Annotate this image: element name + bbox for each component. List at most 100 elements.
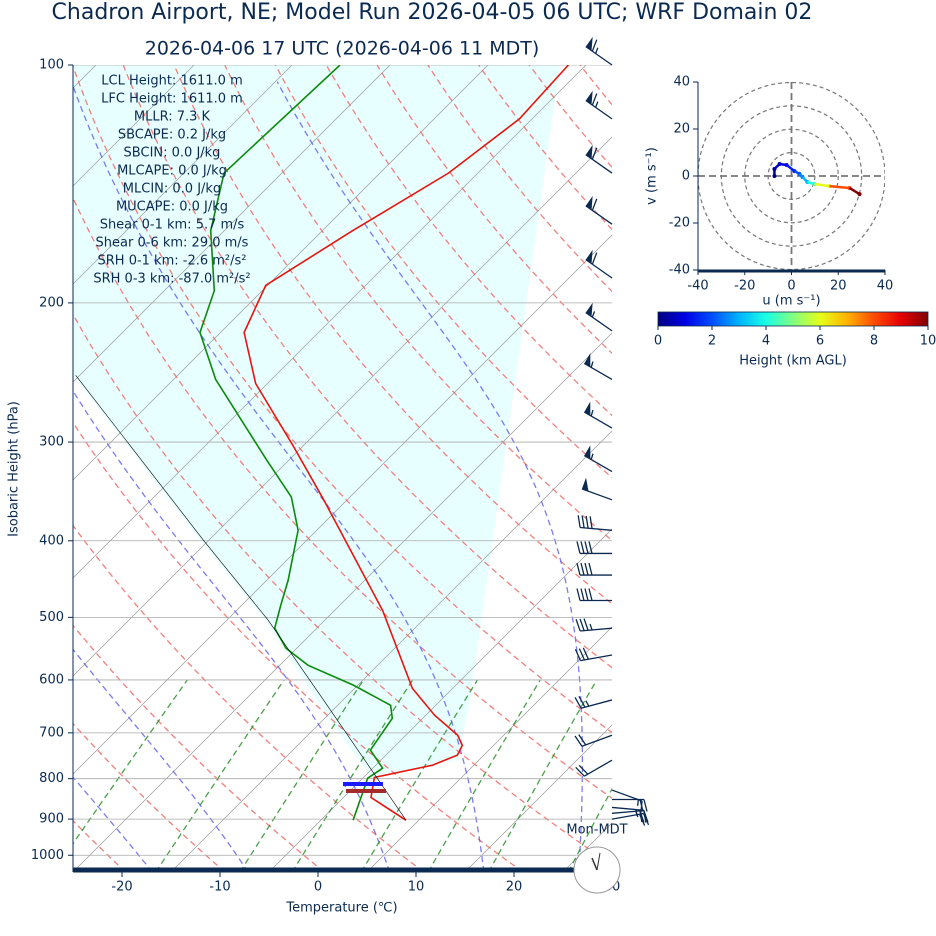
barb-flag	[578, 734, 587, 746]
barb-half	[590, 453, 594, 460]
dry-adiabat	[528, 65, 612, 169]
barb-flag	[574, 697, 582, 709]
wind-barb	[574, 734, 613, 747]
wind-barb	[585, 90, 613, 120]
colorbar-tick-label: 6	[816, 334, 824, 349]
isotherm	[73, 65, 587, 579]
wind-barb	[576, 562, 612, 576]
barb-pennant	[585, 249, 593, 264]
barb-staff	[611, 806, 644, 811]
isotherm	[366, 626, 612, 872]
barb-flag	[577, 515, 581, 528]
mixing-ratio-line	[155, 679, 285, 872]
isotherm	[73, 65, 391, 383]
annotation: MLCAPE: 0.0 J/kg	[117, 164, 227, 179]
barb-pennant	[584, 353, 591, 367]
moist-adiabat	[73, 84, 485, 872]
y-tick-label: -40	[669, 263, 690, 278]
isotherm	[170, 430, 612, 872]
annotation: SRH 0-1 km: -2.6 m²/s²	[98, 254, 247, 269]
hodograph-segment	[829, 184, 850, 190]
barb-pennant	[584, 401, 591, 416]
barb-staff	[583, 362, 613, 381]
timezone-label: Mon-MDT	[566, 823, 627, 838]
wind-barb	[576, 541, 612, 555]
barb-flag	[574, 649, 582, 661]
barb-flag	[580, 588, 585, 601]
dry-adiabat	[783, 65, 936, 872]
annotation: LCL Height: 1611.0 m	[101, 74, 242, 89]
wind-barb	[585, 144, 613, 174]
x-axis-label: u (m s⁻¹)	[762, 294, 820, 309]
barb-staff	[611, 809, 644, 814]
barb-flag	[580, 562, 585, 576]
isotherm	[73, 234, 612, 775]
cape-shading	[73, 65, 560, 820]
barb-flag	[575, 619, 581, 632]
barb-staff	[580, 654, 613, 662]
wind-barb	[577, 515, 613, 531]
wind-barb	[576, 588, 612, 602]
barb-staff	[580, 526, 613, 531]
y-tick-label: -20	[669, 216, 690, 231]
dry-adiabat	[682, 65, 936, 872]
colorbar-label: Height (km AGL)	[739, 354, 847, 369]
mixing-ratio-line	[73, 679, 188, 845]
dry-adiabat	[73, 313, 612, 866]
dry-adiabat	[631, 65, 936, 872]
x-tick-label: 0	[787, 279, 795, 294]
dry-adiabat	[73, 421, 524, 872]
mixing-ratio-line	[360, 679, 478, 872]
y-tick-label: 300	[39, 435, 64, 450]
x-axis-label: Temperature (℃)	[285, 901, 397, 916]
y-tick-label: 400	[39, 533, 64, 548]
isotherm	[73, 65, 489, 481]
barb-flag	[643, 810, 649, 823]
isotherm	[73, 136, 612, 677]
moist-adiabat	[73, 648, 249, 872]
dry-adiabat	[478, 65, 612, 231]
barb-flag	[576, 562, 581, 576]
annotation: SRH 0-3 km: -87.0 m²/s²	[93, 272, 250, 287]
barb-flag	[578, 648, 586, 661]
wind-barb	[583, 445, 613, 473]
isotherm	[562, 822, 612, 872]
annotation: SBCAPE: 0.2 J/kg	[118, 128, 226, 143]
barb-flag	[591, 252, 598, 265]
hodograph-segment	[814, 182, 830, 188]
barb-pennant	[585, 36, 593, 51]
barb-staff	[580, 699, 613, 709]
dry-adiabat	[73, 722, 226, 872]
barb-flag	[574, 735, 583, 747]
barb-staff	[583, 411, 613, 429]
profile-line	[199, 65, 394, 821]
y-tick-label: 100	[39, 58, 64, 73]
x-tick-label: 20	[506, 880, 523, 895]
x-tick-label: 20	[830, 279, 847, 294]
barb-flag	[588, 541, 593, 554]
barb-half	[595, 47, 599, 54]
dry-adiabat	[122, 65, 612, 669]
barb-pennant	[585, 302, 593, 317]
wind-barb	[611, 812, 650, 826]
barb-flag	[584, 541, 589, 554]
dry-adiabat	[579, 65, 612, 106]
mixing-ratio-line	[239, 679, 365, 872]
barb-flag	[578, 696, 586, 708]
y-tick-label: 500	[39, 610, 64, 625]
barb-pennant	[585, 195, 593, 210]
colorbar-tick-label: 10	[920, 334, 936, 349]
barb-half	[590, 409, 594, 417]
wind-barb	[574, 696, 613, 709]
isotherm	[73, 65, 293, 285]
chart-subtitle: 2026-04-06 17 UTC (2026-04-06 11 MDT)	[145, 38, 540, 60]
colorbar-tick-label: 4	[762, 334, 770, 349]
x-tick-label: -20	[734, 279, 755, 294]
barb-flag	[579, 618, 585, 631]
annotation: LFC Height: 1611.0 m	[101, 92, 243, 107]
barb-flag	[576, 541, 581, 554]
barb-staff	[581, 734, 613, 747]
barb-half	[585, 700, 590, 707]
isotherm	[661, 65, 936, 872]
